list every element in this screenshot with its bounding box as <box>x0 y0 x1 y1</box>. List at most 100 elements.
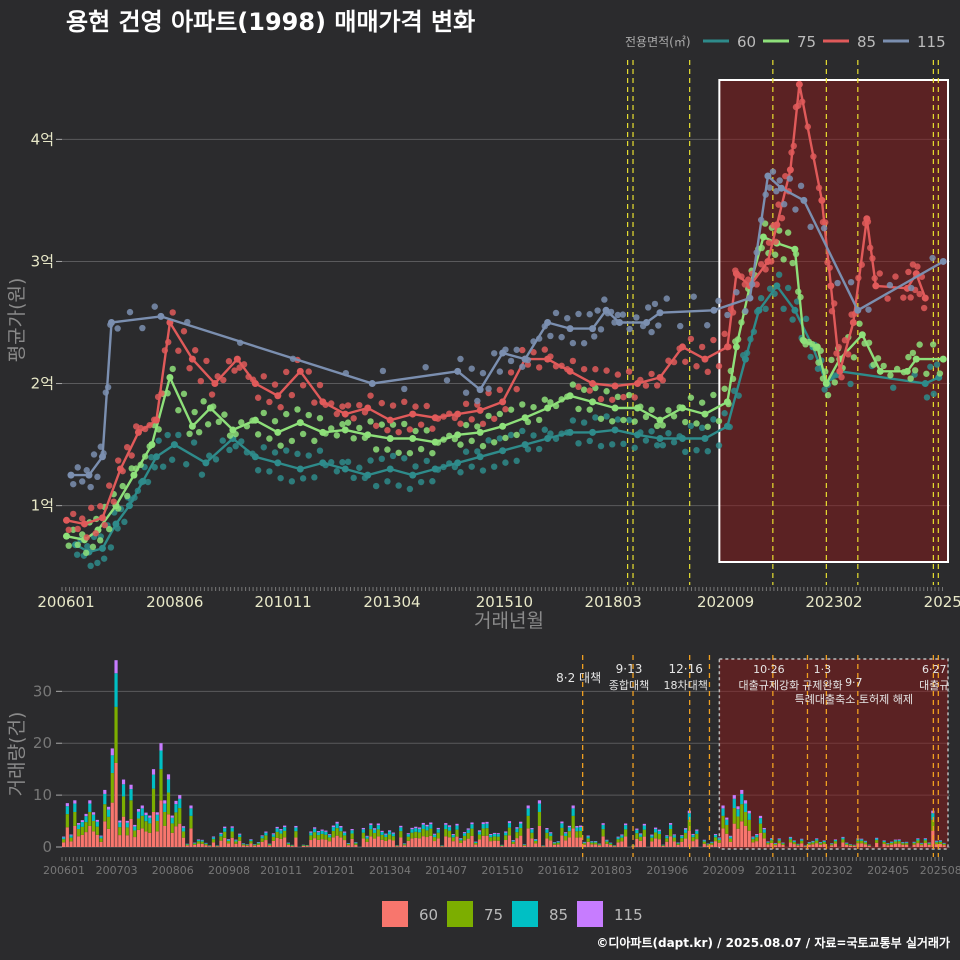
volume-bar-115 <box>665 835 669 837</box>
bottom-axis: 0 10 20 30 200601 200703 200806 200908 201011 201… <box>33 682 960 877</box>
scatter-point <box>502 434 509 442</box>
volume-bar-85 <box>226 839 231 842</box>
volume-bar-60 <box>841 842 845 847</box>
y-tick-label: 10 <box>33 786 52 804</box>
scatter-point <box>648 428 655 435</box>
volume-bar-85 <box>492 833 497 837</box>
volume-bar-75 <box>654 832 658 839</box>
volume-bar-60 <box>286 845 290 847</box>
scatter-point <box>406 485 414 493</box>
volume-bar-85 <box>620 835 624 838</box>
volume-bar-60 <box>590 844 594 847</box>
volume-bar-85 <box>193 842 197 844</box>
volume-bar-60 <box>773 845 778 847</box>
volume-bar-60 <box>256 844 261 847</box>
volume-bar-115 <box>140 805 144 809</box>
volume-bar-85 <box>938 840 942 842</box>
volume-bar-115 <box>747 810 751 814</box>
scatter-point <box>384 446 391 453</box>
scatter-point <box>592 414 599 421</box>
volume-bar-85 <box>200 840 204 842</box>
data-point <box>566 367 574 375</box>
volume-bar-75 <box>436 832 440 839</box>
scatter-point <box>762 305 769 313</box>
volume-bar-85 <box>687 813 691 820</box>
scatter-point <box>350 435 357 442</box>
data-point <box>409 434 417 442</box>
volume-bar-75 <box>470 828 474 836</box>
x-tick-label: 201011 <box>255 593 312 611</box>
data-point <box>116 465 124 473</box>
series-line <box>66 235 944 541</box>
x-tick-label: 200703 <box>96 864 138 877</box>
scatter-point <box>412 403 419 410</box>
scatter-point <box>305 368 312 375</box>
scatter-point <box>333 468 341 475</box>
volume-bar-60 <box>264 840 268 847</box>
scatter-point <box>231 367 238 374</box>
volume-bar-115 <box>151 769 156 775</box>
scatter-point <box>367 392 374 399</box>
scatter-point <box>485 385 492 392</box>
data-point <box>274 392 282 400</box>
volume-bar-60 <box>691 841 695 847</box>
volume-bar-60 <box>178 823 182 847</box>
volume-bar-75 <box>552 843 557 845</box>
volume-bar-115 <box>507 821 512 823</box>
x-tick-label: 200908 <box>208 864 250 877</box>
volume-bar-115 <box>196 839 201 840</box>
volume-bar-60 <box>279 838 283 847</box>
data-point <box>773 221 781 229</box>
volume-bar-60 <box>481 835 485 847</box>
volume-bar-75 <box>665 838 669 842</box>
scatter-point <box>457 441 464 448</box>
volume-bar-60 <box>676 844 680 847</box>
annotation-0: 8·2 대책 <box>556 670 601 685</box>
scatter-point <box>316 447 324 454</box>
scatter-point <box>834 279 841 287</box>
scatter-point <box>651 300 659 308</box>
volume-bar-60 <box>470 835 474 847</box>
scatter-point <box>468 463 475 470</box>
volume-bar-75 <box>204 843 208 846</box>
volume-bar-75 <box>429 828 433 836</box>
scatter-point <box>186 364 193 372</box>
legend-swatch-115 <box>577 901 603 927</box>
volume-bar-85 <box>121 784 126 797</box>
scatter-point <box>490 439 498 446</box>
volume-bar-115 <box>436 827 440 830</box>
volume-bar-85 <box>361 829 365 833</box>
volume-bar-75 <box>740 804 744 822</box>
volume-bar-60 <box>916 843 920 847</box>
volume-bar-75 <box>185 844 189 846</box>
volume-bar-75 <box>526 815 530 829</box>
scatter-point <box>89 543 97 551</box>
volume-bar-85 <box>432 834 437 838</box>
data-point <box>98 514 106 522</box>
scatter-point <box>659 441 667 449</box>
volume-bar-85 <box>114 673 118 707</box>
volume-bar-75 <box>935 842 939 845</box>
scatter-point <box>907 294 914 301</box>
scatter-point <box>876 270 883 277</box>
data-point <box>454 459 462 467</box>
x-tick-label: 201304 <box>363 593 420 611</box>
volume-bar-60 <box>781 844 785 847</box>
data-point <box>602 306 610 314</box>
scatter-point <box>597 395 605 403</box>
volume-bar-115 <box>654 827 658 829</box>
volume-bar-60 <box>110 802 114 847</box>
volume-bar-115 <box>432 833 437 835</box>
volume-bar-115 <box>470 822 474 825</box>
volume-bar-75 <box>346 844 350 846</box>
annotation-line: 18차대책 <box>663 679 707 692</box>
scatter-point <box>513 457 520 465</box>
volume-bar-85 <box>560 823 564 828</box>
volume-bar-115 <box>489 834 493 835</box>
annotation-line: 9·13 <box>616 662 643 676</box>
volume-bar-85 <box>230 827 234 832</box>
volume-bar-75 <box>294 831 298 838</box>
y-tick-label: 0 <box>42 838 52 856</box>
data-point <box>386 434 394 442</box>
volume-bar-85 <box>320 830 324 834</box>
